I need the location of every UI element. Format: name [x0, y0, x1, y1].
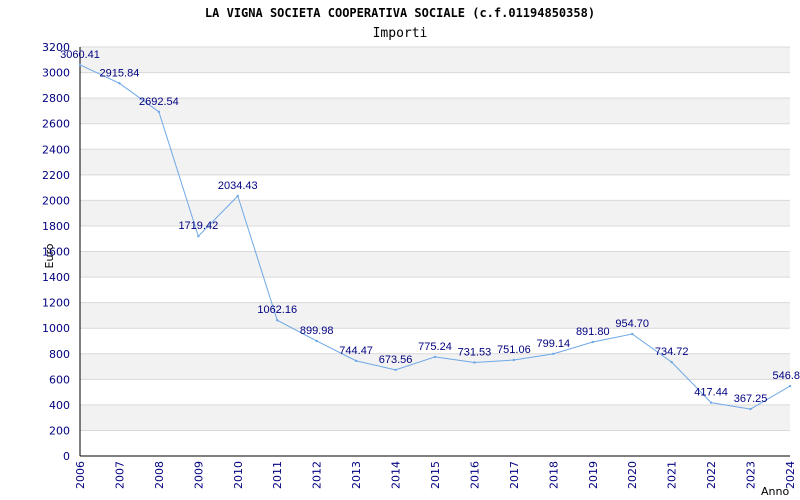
grid-band	[80, 149, 790, 175]
x-tick-label: 2006	[74, 461, 87, 489]
grid-band	[80, 251, 790, 278]
y-tick-label: 200	[49, 424, 70, 437]
chart-title: LA VIGNA SOCIETA COOPERATIVA SOCIALE (c.…	[205, 6, 595, 20]
y-tick-label: 3200	[42, 41, 70, 54]
data-point	[315, 339, 318, 343]
data-point	[709, 401, 713, 404]
data-point	[670, 360, 673, 364]
y-tick-label: 600	[49, 373, 70, 386]
x-tick-label: 2007	[113, 461, 126, 489]
data-label: 417.44	[694, 387, 728, 399]
x-tick-label: 2020	[626, 461, 639, 489]
data-point	[276, 319, 279, 322]
y-axis-label: Euro	[43, 243, 56, 268]
data-point	[512, 358, 516, 362]
data-label: 731.53	[458, 347, 492, 359]
data-label: 891.80	[576, 326, 610, 338]
x-tick-label: 2019	[587, 461, 600, 489]
data-point	[749, 407, 752, 411]
data-label: 546.8	[772, 370, 800, 382]
chart-subtitle: Importi	[373, 26, 428, 41]
x-tick-label: 2014	[390, 461, 403, 489]
data-label: 751.06	[497, 344, 531, 356]
y-tick-label: 2000	[42, 194, 70, 207]
y-tick-label: 0	[63, 450, 70, 463]
x-tick-label: 2024	[784, 461, 797, 489]
x-tick-label: 2017	[508, 461, 521, 489]
grid-band	[80, 302, 790, 329]
grid-band	[80, 47, 790, 73]
x-tick-label: 2015	[429, 461, 442, 489]
x-tick-label: 2012	[311, 461, 324, 489]
y-tick-label: 2600	[42, 118, 70, 131]
x-tick-label: 2008	[153, 461, 166, 489]
data-point	[788, 384, 792, 388]
x-tick-label: 2021	[666, 461, 679, 489]
y-axis-ticks: 0 200 400 600 800 1000 1200 1400 1600 1800 2000 220…	[42, 41, 70, 463]
grid-lines	[80, 46, 790, 431]
data-label: 2915.84	[100, 67, 140, 79]
grid-band	[80, 98, 790, 124]
data-point	[394, 368, 397, 372]
y-tick-label: 1400	[42, 271, 70, 284]
data-point	[631, 332, 634, 336]
data-label: 673.56	[379, 354, 413, 366]
data-label: 2692.54	[139, 96, 179, 108]
x-axis-ticks: 2006 2007 2008 2009 2010 2011 2012 2013 2014 2015…	[74, 461, 797, 489]
grid-bands	[80, 47, 790, 431]
data-label: 734.72	[655, 346, 689, 358]
data-label: 1719.42	[178, 220, 218, 232]
data-point	[157, 110, 161, 114]
x-tick-label: 2022	[705, 461, 718, 489]
data-label: 3060.41	[60, 49, 100, 61]
data-point	[236, 194, 239, 198]
data-label: 775.24	[418, 341, 452, 353]
y-tick-label: 1200	[42, 297, 70, 310]
data-label: 1062.16	[257, 304, 297, 316]
x-tick-label: 2013	[350, 461, 363, 489]
grid-band	[80, 200, 790, 226]
x-axis-label: Anno	[761, 485, 789, 498]
data-point	[433, 355, 437, 359]
x-tick-label: 2023	[745, 461, 758, 489]
y-tick-label: 800	[49, 348, 70, 361]
data-point	[197, 235, 200, 238]
data-point	[118, 82, 121, 85]
y-tick-label: 1000	[42, 322, 70, 335]
x-tick-label: 2018	[547, 461, 560, 489]
data-label: 799.14	[537, 338, 571, 350]
data-point	[591, 340, 594, 344]
grid-band	[80, 404, 790, 431]
data-label: 744.47	[339, 345, 373, 357]
data-label: 899.98	[300, 325, 334, 337]
x-tick-label: 2010	[232, 461, 245, 489]
y-tick-label: 1600	[42, 246, 70, 259]
data-point	[473, 361, 476, 364]
y-tick-label: 1800	[42, 220, 70, 233]
data-point	[78, 63, 82, 67]
y-tick-label: 2800	[42, 92, 70, 105]
x-tick-label: 2009	[192, 461, 205, 489]
data-label: 367.25	[734, 393, 768, 405]
y-tick-label: 2200	[42, 169, 70, 182]
x-tick-label: 2011	[271, 461, 284, 489]
y-tick-label: 400	[49, 399, 70, 412]
x-tick-label: 2016	[468, 461, 481, 489]
data-point	[552, 352, 555, 356]
data-label: 954.70	[615, 318, 649, 330]
y-tick-label: 3000	[42, 67, 70, 80]
data-label: 2034.43	[218, 180, 258, 192]
y-tick-label: 2400	[42, 143, 70, 156]
data-point	[354, 359, 358, 363]
